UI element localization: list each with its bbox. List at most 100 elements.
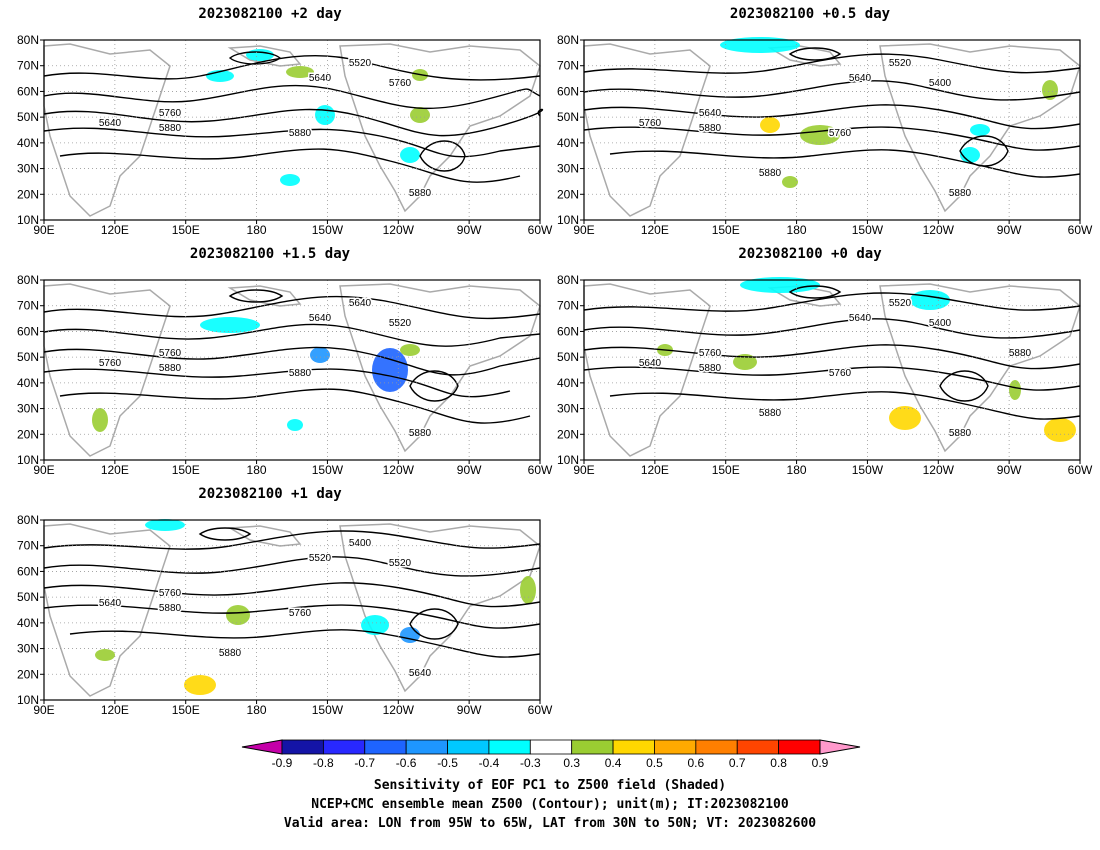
colorbar-box — [529, 739, 573, 755]
colorbar-box — [654, 739, 697, 755]
sensitivity-shade — [226, 605, 250, 625]
contour-label: 5640 — [99, 118, 122, 129]
lon-label: 120E — [101, 703, 129, 717]
map-body: 5520 5640 5400 5640 5760 5760 5880 5880 5880 5880… — [557, 273, 1093, 477]
lon-label: 60W — [1068, 223, 1093, 237]
z500-contour — [788, 285, 842, 299]
map-plus-1.5-day: 5640 5640 5520 5760 5760 5880 5880 5880 10N 20N 30… — [17, 273, 553, 477]
z500-contour — [228, 51, 282, 65]
z500-contour — [409, 370, 459, 402]
lon-label: 120E — [101, 463, 129, 477]
map-plus-1-day: 5400 5520 5520 5640 5760 5760 5640 5880 5880 10N 2… — [17, 513, 553, 717]
sensitivity-shade — [145, 519, 185, 531]
coastline — [227, 525, 302, 547]
colorbar-tick-label: 0.9 — [812, 756, 829, 770]
coastline — [227, 285, 302, 307]
lat-label: 70N — [17, 59, 39, 73]
caption-line-2: NCEP+CMC ensemble mean Z500 (Contour); u… — [311, 797, 789, 812]
contour-label: 5880 — [949, 188, 972, 199]
lat-label: 20N — [17, 427, 39, 441]
lon-label: 150E — [172, 223, 200, 237]
coastline — [767, 45, 842, 67]
contour-label: 5640 — [99, 598, 122, 609]
z500-contour — [583, 80, 1081, 101]
lon-label: 180 — [787, 223, 807, 237]
map-frame — [583, 279, 1081, 461]
contour-label: 5760 — [829, 128, 852, 139]
sensitivity-shade — [410, 107, 430, 123]
z500-contour — [43, 54, 541, 81]
sensitivity-shade — [1042, 80, 1058, 100]
z500-contour — [583, 344, 1081, 370]
contour-label: 5880 — [699, 123, 722, 134]
contour-label: 5760 — [289, 608, 312, 619]
map-frame — [43, 279, 541, 461]
contour-label: 5760 — [159, 108, 182, 119]
lon-label: 180 — [787, 463, 807, 477]
contour-label: 5640 — [699, 108, 722, 119]
coastline — [583, 43, 711, 217]
panel-title: 2023082100 +2 day — [198, 6, 342, 22]
colorbar-tick-label: -0.6 — [396, 756, 417, 770]
lat-label: 10N — [17, 453, 39, 467]
colorbar-box — [405, 739, 448, 755]
contour-label: 5520 — [889, 58, 912, 69]
lat-label: 60N — [17, 324, 39, 338]
contour-label: 5520 — [889, 298, 912, 309]
contour-label: 5880 — [159, 123, 182, 134]
contour-label: 5640 — [349, 298, 372, 309]
sensitivity-shade — [200, 317, 260, 333]
z500-contour — [43, 108, 544, 137]
sensitivity-shade — [733, 354, 757, 370]
lat-label: 70N — [557, 299, 579, 313]
lat-label: 60N — [557, 84, 579, 98]
z500-contour — [43, 346, 541, 376]
lat-label: 80N — [557, 273, 579, 287]
panel-title: 2023082100 +1.5 day — [189, 246, 351, 262]
z500-contour — [609, 149, 1081, 178]
z500-contour — [59, 148, 521, 183]
colorbar-tick-label: 0.7 — [729, 756, 746, 770]
lat-label: 80N — [17, 513, 39, 527]
sensitivity-shade — [960, 147, 980, 163]
lon-label: 120W — [383, 703, 415, 717]
lat-label: 50N — [17, 350, 39, 364]
contour-label: 5640 — [849, 313, 872, 324]
coastline — [227, 45, 302, 67]
colorbar-arrow-high — [819, 739, 861, 755]
contour-label: 5880 — [949, 428, 972, 439]
sensitivity-shade — [315, 105, 335, 125]
z500-contour — [609, 391, 1081, 420]
lat-label: 50N — [557, 110, 579, 124]
sensitivity-shade — [1044, 418, 1076, 442]
lon-label: 150E — [712, 223, 740, 237]
colorbar-tick-label: -0.5 — [437, 756, 458, 770]
contour-label: 5880 — [759, 168, 782, 179]
lat-label: 20N — [17, 187, 39, 201]
sensitivity-shade — [520, 576, 536, 604]
colorbar-box — [447, 739, 490, 755]
contour-label: 5880 — [1009, 348, 1032, 359]
contour-label: 5520 — [309, 553, 332, 564]
lon-label: 120E — [101, 223, 129, 237]
sensitivity-shade — [246, 49, 274, 61]
contour-label: 5760 — [829, 368, 852, 379]
colorbar-tick-label: 0.3 — [563, 756, 580, 770]
contour-label: 5640 — [639, 358, 662, 369]
lon-label: 60W — [528, 223, 553, 237]
lon-label: 90E — [33, 703, 54, 717]
lon-label: 150E — [712, 463, 740, 477]
contour-label: 5400 — [929, 318, 952, 329]
lat-label: 40N — [17, 376, 39, 390]
colorbar-box — [612, 739, 655, 755]
sensitivity-shade — [400, 344, 420, 356]
sensitivity-shade — [910, 290, 950, 310]
map-frame — [43, 519, 541, 701]
colorbar-box — [571, 739, 614, 755]
coastline — [43, 523, 171, 697]
map-body: 5520 5640 5760 5640 5760 5880 5880 5880 10N 20N 30… — [17, 33, 553, 237]
lon-label: 180 — [247, 463, 267, 477]
lon-label: 120E — [641, 223, 669, 237]
caption-line-1: Sensitivity of EOF PC1 to Z500 field (Sh… — [373, 778, 727, 793]
z500-contour — [43, 323, 541, 347]
